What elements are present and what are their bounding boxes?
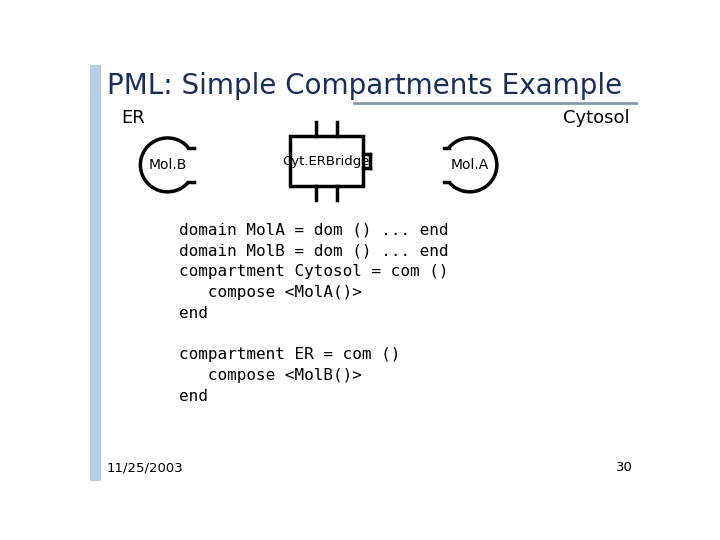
Text: PML: Simple Compartments Example: PML: Simple Compartments Example	[107, 72, 622, 100]
Text: end: end	[179, 306, 208, 321]
Bar	[90, 65, 101, 481]
Text: compartment Cytosol = com (): compartment Cytosol = com ()	[179, 264, 449, 279]
Text: compartment ER = com (): compartment ER = com ()	[179, 347, 400, 362]
Bar	[289, 136, 363, 186]
Text: domain MolB = dom () ... end: domain MolB = dom () ... end	[179, 244, 449, 259]
Text: domain MolA = dom () ... end: domain MolA = dom () ... end	[179, 222, 449, 238]
Text: 30: 30	[616, 462, 632, 475]
Text: ER: ER	[121, 110, 145, 127]
Text: 11/25/2003: 11/25/2003	[107, 462, 184, 475]
Text: Mol.B: Mol.B	[148, 158, 186, 172]
Text: Mol.A: Mol.A	[451, 158, 489, 172]
Text: compose <MolA()>: compose <MolA()>	[179, 285, 362, 300]
Text: Cyt.ERBridge: Cyt.ERBridge	[283, 154, 370, 167]
Text: Cytosol: Cytosol	[563, 110, 629, 127]
Text: end: end	[179, 389, 208, 404]
Text: compose <MolB()>: compose <MolB()>	[179, 368, 362, 383]
